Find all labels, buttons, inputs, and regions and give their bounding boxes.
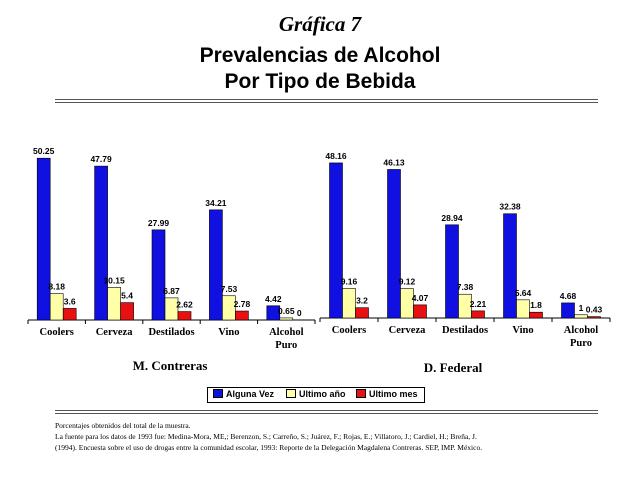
m-contreras-bar-vino-s0 xyxy=(209,209,223,321)
m-contreras-data-label: 8.18 xyxy=(48,282,65,292)
m-contreras-panel-title: M. Contreras xyxy=(133,358,208,373)
d-federal-bar-cerveza-s1 xyxy=(400,288,414,319)
d-federal-data-label: 7.38 xyxy=(457,282,474,292)
legend-swatch-alguna-vez xyxy=(213,389,223,398)
m-contreras-category-label: Puro xyxy=(275,340,297,351)
d-federal-data-label: 9.12 xyxy=(399,277,416,287)
m-contreras-bar-coolers-s0 xyxy=(36,157,51,321)
chart-title: Prevalencias de Alcohol Por Tipo de Bebi… xyxy=(0,43,640,95)
m-contreras-bar-coolers-s2 xyxy=(62,308,77,321)
d-federal-category-label: Puro xyxy=(570,338,592,349)
d-federal-data-label: 4.07 xyxy=(412,293,429,303)
d-federal-category-label: Cerveza xyxy=(389,325,426,336)
m-contreras-data-label: 6.87 xyxy=(163,286,180,296)
m-contreras-data-label: 2.62 xyxy=(176,300,193,310)
m-contreras-data-label: 4.42 xyxy=(265,294,282,304)
d-federal-bar-cerveza-s0 xyxy=(387,169,401,319)
m-contreras-data-label: 0 xyxy=(297,308,302,318)
d-federal-panel-title: D. Federal xyxy=(424,360,483,375)
d-federal-bar-vino-s2 xyxy=(529,311,543,319)
title-line-1: Prevalencias de Alcohol xyxy=(199,44,441,67)
d-federal-data-label: 5.64 xyxy=(515,288,532,298)
m-contreras-bar-alcohol-puro-s0 xyxy=(266,305,281,321)
m-contreras-bar-cerveza-s2 xyxy=(120,302,134,321)
m-contreras-category-label: Alcohol xyxy=(269,327,304,338)
m-contreras-bar-coolers-s1 xyxy=(49,293,64,321)
title-line-2: Por Tipo de Bebida xyxy=(224,70,416,93)
footnotes: Porcentajes obtenidos del total de la mu… xyxy=(55,420,615,453)
d-federal-data-label: 0.43 xyxy=(586,305,603,315)
m-contreras-category-label: Vino xyxy=(218,327,239,338)
d-federal-bar-vino-s1 xyxy=(516,299,530,319)
d-federal-bar-coolers-s0 xyxy=(329,162,343,319)
m-contreras-bar-cerveza-s0 xyxy=(94,165,108,321)
d-federal-bar-coolers-s2 xyxy=(355,307,369,319)
d-federal-bar-destilados-s1 xyxy=(458,293,472,319)
d-federal-bar-destilados-s2 xyxy=(471,310,485,319)
legend-label-ultimo-ano: Ultimo año xyxy=(299,389,346,399)
d-federal-category-label: Coolers xyxy=(332,325,366,336)
m-contreras-data-label: 34.21 xyxy=(205,198,227,208)
footnote-1: Porcentajes obtenidos del total de la mu… xyxy=(55,421,191,430)
footnote-2: La fuente para los datos de 1993 fue: Me… xyxy=(55,432,477,441)
d-federal-category-label: Alcohol xyxy=(564,325,599,336)
m-contreras-bar-alcohol-puro-s1 xyxy=(279,317,294,321)
d-federal-data-label: 4.68 xyxy=(560,291,577,301)
d-federal-bar-vino-s0 xyxy=(503,213,517,319)
top-divider xyxy=(55,99,598,100)
m-contreras-bar-vino-s1 xyxy=(222,295,236,321)
d-federal-data-label: 46.13 xyxy=(383,157,405,167)
m-contreras-data-label: 47.79 xyxy=(90,154,112,164)
d-federal-bar-alcohol-puro-s2 xyxy=(587,316,601,319)
d-federal-category-label: Destilados xyxy=(442,325,488,336)
legend-item-alguna-vez: Alguna Vez xyxy=(213,389,274,399)
m-contreras-bar-destilados-s2 xyxy=(177,311,192,321)
d-federal-data-label: 1 xyxy=(579,303,584,313)
legend-item-ultimo-mes: Ultimo mes xyxy=(356,389,418,399)
d-federal-bar-alcohol-puro-s0 xyxy=(561,302,575,319)
m-contreras-bar-destilados-s1 xyxy=(164,297,179,321)
top-divider-2 xyxy=(55,102,598,103)
legend-item-ultimo-ano: Ultimo año xyxy=(286,389,346,399)
m-contreras-data-label: 5.4 xyxy=(121,291,133,301)
m-contreras-bar-destilados-s0 xyxy=(151,229,166,321)
m-contreras-category-label: Cerveza xyxy=(96,327,133,338)
bottom-divider xyxy=(55,410,598,411)
m-contreras-bar-cerveza-s1 xyxy=(107,287,121,321)
legend-label-ultimo-mes: Ultimo mes xyxy=(369,389,418,399)
graphic-label: Gráfica 7 xyxy=(278,12,362,36)
m-contreras-data-label: 7.53 xyxy=(221,284,238,294)
legend-swatch-ultimo-ano xyxy=(286,389,296,398)
m-contreras-category-label: Destilados xyxy=(148,327,194,338)
d-federal-data-label: 28.94 xyxy=(441,213,463,223)
d-federal-data-label: 3.2 xyxy=(356,296,368,306)
d-federal-bar-destilados-s0 xyxy=(445,224,459,319)
d-federal-bar-coolers-s1 xyxy=(342,288,356,319)
legend: Alguna Vez Ultimo año Ultimo mes xyxy=(207,387,425,403)
legend-swatch-ultimo-mes xyxy=(356,389,366,398)
m-contreras-data-label: 3.6 xyxy=(64,296,76,306)
d-federal-data-label: 1.8 xyxy=(530,300,542,310)
m-contreras-data-label: 0.65 xyxy=(278,306,295,316)
m-contreras-category-label: Coolers xyxy=(39,327,73,338)
bottom-divider-2 xyxy=(55,413,598,414)
d-federal-data-label: 9.16 xyxy=(341,277,358,287)
d-federal-data-label: 48.16 xyxy=(325,151,347,161)
d-federal-category-label: Vino xyxy=(512,325,533,336)
legend-label-alguna-vez: Alguna Vez xyxy=(226,389,275,399)
d-federal-bar-alcohol-puro-s1 xyxy=(574,314,588,319)
d-federal-data-label: 2.21 xyxy=(470,299,487,309)
m-contreras-data-label: 50.25 xyxy=(33,146,55,156)
m-contreras-data-label: 27.99 xyxy=(148,218,170,228)
d-federal-data-label: 32.38 xyxy=(499,202,521,212)
m-contreras-data-label: 10.15 xyxy=(103,275,125,285)
footnote-3: (1994). Encuesta sobre el uso de drogas … xyxy=(55,443,483,452)
d-federal-bar-cerveza-s2 xyxy=(413,304,427,319)
m-contreras-data-label: 2.78 xyxy=(234,299,251,309)
m-contreras-bar-vino-s2 xyxy=(235,310,249,321)
